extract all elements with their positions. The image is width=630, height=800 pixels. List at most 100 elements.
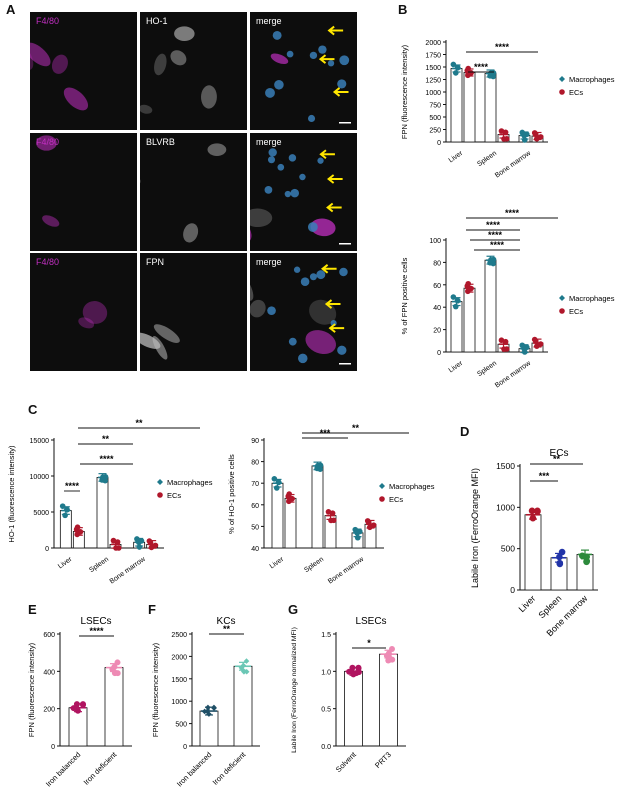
y-tick-label: 250: [429, 128, 441, 135]
panel-letter-c: C: [28, 402, 38, 417]
y-tick-label: 10000: [30, 474, 50, 481]
chart-labile-iron-ecs: ECs 0 500 1000 1500 Labile Iron (FerroOrange …: [470, 448, 598, 638]
y-axis-label: % of FPN positive cells: [400, 257, 409, 334]
nucleus: [288, 337, 297, 346]
data-point: [273, 485, 280, 491]
x-tick-label: Spleen: [88, 556, 110, 574]
bar-ecs-liver: [284, 497, 297, 549]
panel-letter-e: E: [28, 602, 37, 617]
cell-blob: [140, 104, 153, 114]
data-point: [79, 701, 86, 708]
data-point: [152, 542, 159, 549]
data-point: [465, 72, 471, 79]
data-point: [114, 670, 121, 677]
nucleus: [284, 190, 291, 198]
cell-blob: [63, 87, 89, 111]
cell-blob: [78, 317, 95, 329]
nucleus: [267, 156, 276, 164]
y-tick-label: 0.0: [321, 744, 331, 751]
arrow-icon: [328, 323, 345, 333]
cell-blob: [30, 42, 51, 67]
bar-iron-deficient: [104, 667, 124, 747]
data-point: [355, 669, 362, 676]
data-point: [450, 294, 457, 300]
marker-label: F4/80: [36, 16, 60, 26]
bar-macrophages-liver: [450, 68, 463, 143]
bar-prt3: [379, 653, 398, 747]
panel-letter-a: A: [6, 2, 16, 17]
data-point: [110, 537, 117, 544]
merge-label: merge: [256, 257, 282, 267]
data-point: [488, 257, 494, 263]
nucleus: [290, 188, 299, 198]
significance-label: ****: [495, 42, 510, 52]
x-tick-label: Spleen: [476, 150, 498, 168]
arrow-icon: [332, 87, 349, 97]
data-point: [325, 509, 332, 515]
data-point: [534, 507, 541, 515]
x-tick-label: Iron balanced: [44, 750, 83, 789]
cell-blob: [310, 218, 336, 237]
data-point: [558, 548, 566, 556]
data-point: [74, 531, 80, 538]
data-point: [354, 534, 361, 541]
arrow-icon: [324, 299, 341, 309]
chart-title: LSECs: [355, 616, 386, 627]
micrograph-r3-c1: F4/80: [30, 253, 137, 371]
y-axis-label: HO-1 (fluorescence intensity): [7, 445, 16, 543]
nucleus: [299, 173, 306, 181]
micrograph-r2-c1: F4/80: [30, 133, 137, 251]
bar-liver: [524, 514, 542, 591]
y-tick-label: 1500: [496, 461, 515, 471]
x-tick-label: Liver: [448, 360, 465, 375]
y-tick-label: 1000: [425, 90, 441, 97]
micrograph-r1-c3: merge: [250, 12, 357, 130]
data-point: [136, 544, 143, 550]
chart-lsecs-fpn: LSECs 0 200 400 600 FPN (fluorescence intensi…: [27, 616, 132, 789]
micrograph-r3-c3: merge: [250, 253, 357, 371]
marker-label: F4/80: [36, 137, 60, 147]
y-tick-label: 0: [437, 350, 441, 357]
legend-marker: [559, 295, 565, 301]
data-point: [286, 491, 293, 497]
y-tick-label: 100: [429, 238, 441, 245]
legend-label: Macrophages: [569, 294, 615, 303]
data-point: [286, 498, 292, 505]
y-tick-label: 1.5: [321, 632, 331, 639]
cell-blob: [207, 143, 227, 156]
y-tick-label: 2000: [425, 40, 441, 47]
data-point: [452, 70, 459, 76]
data-point: [388, 645, 395, 652]
y-tick-label: 40: [433, 305, 441, 312]
y-tick-label: 1500: [425, 65, 441, 72]
significance-label: **: [553, 454, 561, 464]
cell-blob: [250, 299, 266, 318]
data-point: [385, 653, 392, 660]
arrow-icon: [319, 149, 335, 160]
data-point: [73, 704, 80, 711]
micrograph-r1-c2: HO-1: [140, 12, 247, 130]
nucleus: [337, 79, 347, 89]
nucleus: [288, 154, 297, 162]
chart-title: KCs: [217, 616, 236, 627]
data-point: [114, 659, 121, 666]
y-tick-label: 400: [43, 669, 55, 676]
legend-label: ECs: [389, 495, 403, 504]
significance-label: **: [223, 624, 231, 634]
data-point: [355, 664, 362, 671]
x-tick-label: Spleen: [303, 556, 325, 574]
y-tick-label: 600: [43, 632, 55, 639]
significance-label: *: [367, 638, 371, 648]
legend-label: Macrophages: [389, 482, 435, 491]
cell-blob: [140, 345, 142, 367]
data-point: [275, 479, 282, 486]
nucleus: [277, 163, 285, 171]
nucleus: [327, 60, 335, 67]
x-tick-label: Iron deficient: [82, 749, 119, 786]
significance-label: ****: [488, 230, 503, 240]
merge-label: merge: [256, 137, 282, 147]
scale-bar: [339, 122, 351, 124]
panel-letter-d: D: [460, 424, 470, 439]
x-tick-label: Bone marrow: [327, 555, 366, 585]
data-point: [531, 130, 538, 136]
